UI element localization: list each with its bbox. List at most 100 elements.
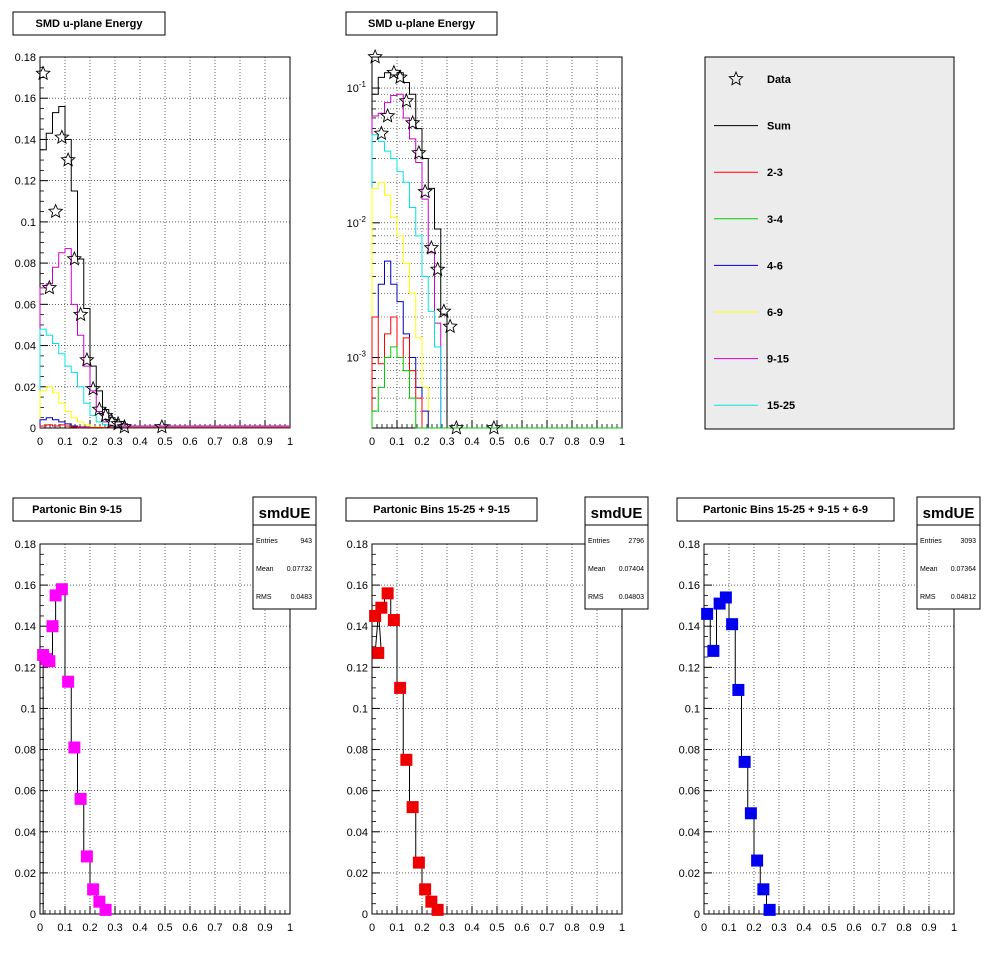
y-tick-label: 0.12: [15, 176, 36, 188]
y-tick-label: 0.08: [347, 745, 368, 757]
data-star-marker: [373, 125, 390, 141]
data-star-marker: [436, 303, 452, 319]
series-line-6-9: [39, 386, 290, 429]
stats-value-rms: 0.0483: [291, 594, 313, 601]
plot-frame: [703, 543, 955, 915]
legend: Data Sum 2-3 3-4 4-6 6-9 9-15 15-25: [704, 56, 955, 430]
x-tick-label: 0.2: [82, 922, 97, 934]
legend-label: Sum: [767, 121, 791, 133]
x-tick-label: 0: [37, 436, 43, 448]
x-tick-label: 0.5: [489, 436, 504, 448]
data-star-marker: [417, 183, 433, 199]
plot-title-box: [676, 497, 895, 522]
y-tick-label: 0.04: [679, 827, 700, 839]
plot-title-box: [345, 11, 498, 36]
stats-name: smdUE: [923, 505, 975, 522]
x-tick-label: 0.3: [439, 922, 454, 934]
x-tick-label: 0.1: [389, 436, 404, 448]
plot-title-box: [12, 11, 166, 36]
stats-name: smdUE: [259, 505, 311, 522]
x-tick-label: 0.1: [721, 922, 736, 934]
data-star-marker: [35, 65, 51, 81]
data-star-marker: [367, 48, 383, 64]
legend-label: 3-4: [767, 214, 784, 226]
y-tick-label: 0: [694, 909, 700, 921]
data-star-marker: [411, 144, 427, 160]
x-tick-label: 0.9: [589, 922, 604, 934]
y-tick-label: 0.1: [21, 703, 36, 715]
x-tick-label: 0.7: [539, 436, 554, 448]
x-tick-label: 0.9: [589, 436, 604, 448]
y-tick-label: 0.04: [15, 341, 36, 353]
plot-title: Partonic Bins 15-25 + 9-15 + 6-9: [703, 504, 868, 516]
stats-value-rms: 0.04812: [951, 594, 976, 601]
y-tick-label: 0.1: [685, 703, 700, 715]
data-star-marker: [429, 261, 446, 277]
square-marker: [372, 646, 385, 659]
stats-label-mean: Mean: [920, 566, 938, 573]
stats-label-rms: RMS: [920, 594, 936, 601]
x-tick-label: 0.2: [746, 922, 761, 934]
x-tick-label: 0.4: [132, 922, 147, 934]
x-tick-label: 0.5: [821, 922, 836, 934]
data-star-marker: [116, 418, 133, 434]
data-star-marker: [110, 415, 126, 431]
y-tick-label: 0.06: [347, 786, 368, 798]
y-tick-label: 10-1: [347, 80, 367, 95]
x-tick-label: 0.6: [182, 922, 197, 934]
data-star-marker: [486, 419, 502, 435]
square-marker: [80, 850, 93, 863]
stats-value-entries: 943: [300, 538, 312, 545]
chart-panel-2: 0 0.1 0.2 0.3 0.4 0.5 0.6 0.7 0.8 0.9 1 10-3 10-2 10-…: [345, 11, 625, 448]
square-marker: [757, 883, 770, 896]
legend-label: 4-6: [767, 260, 783, 272]
data-star-marker: [72, 306, 89, 322]
x-tick-label: 0: [369, 436, 375, 448]
y-tick-label: 0.06: [15, 299, 36, 311]
y-tick-label: 0: [30, 909, 36, 921]
y-tick-label: 0.18: [15, 539, 36, 551]
y-tick-label: 0.14: [679, 621, 700, 633]
series-line-6-9: [371, 181, 622, 429]
x-tick-label: 0.6: [514, 436, 529, 448]
x-tick-label: 0.8: [564, 922, 579, 934]
plot-title: SMD u-plane Energy: [368, 18, 476, 30]
y-tick-label: 0.06: [679, 786, 700, 798]
x-tick-label: 0.1: [389, 922, 404, 934]
legend-label: 9-15: [767, 354, 789, 366]
x-tick-label: 0.4: [464, 436, 479, 448]
y-tick-label: 0.12: [15, 662, 36, 674]
data-star-marker: [66, 250, 83, 266]
data-star-marker: [392, 69, 408, 84]
square-marker: [701, 607, 714, 620]
x-tick-label: 0.8: [232, 436, 247, 448]
y-tick-label: 0.1: [353, 703, 368, 715]
y-tick-label: 0.16: [15, 580, 36, 592]
square-marker: [719, 591, 732, 604]
data-star-marker: [154, 418, 170, 434]
plot-title-box: [12, 497, 142, 522]
data-star-marker: [97, 407, 114, 423]
x-tick-label: 0.4: [132, 436, 147, 448]
data-star-marker: [91, 401, 108, 417]
chart-panel-4: 0 0.1 0.2 0.3 0.4 0.5 0.6 0.7 0.8 0.9 1 0 0.02 0.04 0.…: [345, 496, 649, 934]
data-star-marker: [41, 279, 58, 295]
x-tick-label: 1: [287, 922, 293, 934]
data-star-marker: [379, 107, 396, 123]
square-marker: [68, 741, 81, 754]
series-line-sum: [371, 72, 622, 429]
square-marker: [406, 801, 419, 814]
y-tick-label: 0.02: [347, 868, 368, 880]
square-marker: [87, 883, 100, 896]
y-tick-label: 0.02: [15, 382, 36, 394]
y-tick-label: 10-2: [347, 215, 367, 230]
x-tick-label: 0: [369, 922, 375, 934]
x-tick-label: 1: [619, 922, 625, 934]
x-tick-label: 0.1: [57, 436, 72, 448]
x-tick-label: 0.7: [871, 922, 886, 934]
data-star-marker: [47, 203, 64, 219]
square-marker: [387, 614, 400, 627]
y-tick-label: 0.12: [679, 662, 700, 674]
stats-label-entries: Entries: [588, 538, 610, 545]
legend-label: 15-25: [767, 400, 795, 412]
